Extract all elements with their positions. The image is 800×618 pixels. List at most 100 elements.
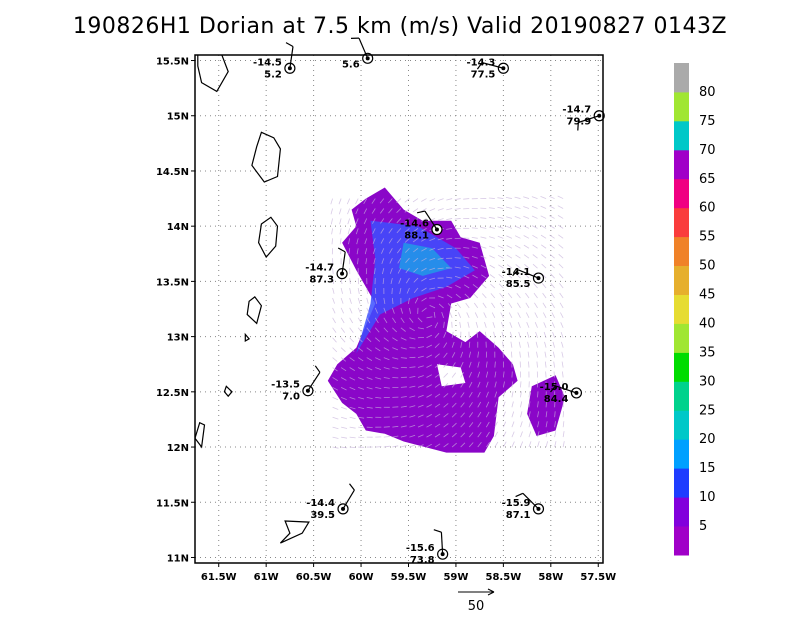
wind-vector	[409, 434, 416, 438]
wind-vector	[437, 257, 444, 260]
wind-vector	[534, 302, 538, 309]
wind-vector	[332, 278, 335, 285]
wind-vector	[544, 351, 547, 358]
wind-vector	[426, 443, 432, 448]
wind-vector	[493, 341, 496, 348]
wind-vector	[347, 218, 351, 225]
wind-vector	[414, 297, 419, 304]
wind-vector	[520, 411, 523, 418]
wind-vector	[412, 238, 419, 243]
y-tick-label: 14N	[167, 222, 189, 233]
y-axis-ticks: 15.5N 15N 14.5N 14N 13.5N 13N 12.5N 12N 11.5N 11N	[156, 57, 195, 564]
wind-vector	[349, 337, 355, 343]
wind-vector	[477, 371, 481, 378]
wind-vector	[417, 385, 424, 388]
wind-vector	[558, 253, 564, 259]
wind-vector	[451, 422, 457, 428]
wind-vector	[332, 416, 339, 420]
coastline	[279, 520, 310, 544]
wind-vector	[455, 293, 461, 299]
wind-vector	[523, 196, 530, 199]
colorbar-swatch	[674, 410, 689, 440]
wind-vector	[409, 317, 414, 323]
wind-vector	[349, 387, 356, 391]
wind-vector	[421, 257, 427, 262]
y-tick-label: 11.5N	[156, 498, 189, 509]
wind-vector	[383, 327, 389, 333]
wind-vector	[366, 416, 373, 419]
wind-vector	[417, 327, 424, 330]
wind-barb-staff	[578, 115, 600, 124]
wind-vector	[468, 412, 474, 418]
wind-vector	[357, 297, 361, 304]
y-tick-label: 15N	[167, 112, 189, 123]
wind-vector	[451, 331, 454, 338]
wind-vector	[550, 292, 555, 299]
wind-barb-staff	[517, 269, 539, 279]
wind-vector	[392, 327, 397, 333]
wind-vector	[330, 208, 333, 215]
wind-vector	[346, 198, 351, 205]
wind-vector	[472, 274, 478, 279]
wind-vector	[340, 406, 347, 410]
wind-vector	[338, 208, 342, 215]
wind-vector	[503, 441, 507, 448]
wind-swath	[327, 187, 565, 453]
wind-vector	[490, 283, 496, 289]
station-model: -14.779.9	[562, 105, 605, 131]
wind-vector	[473, 293, 479, 299]
wind-vector	[332, 446, 339, 449]
wind-vector	[528, 391, 531, 398]
wind-vector	[443, 403, 449, 408]
wind-vector	[468, 351, 471, 358]
wind-vector	[404, 238, 410, 243]
colorbar-label: 70	[699, 143, 716, 158]
wind-vector	[357, 317, 362, 324]
wind-barb-staff	[307, 371, 321, 392]
wind-vector	[426, 354, 433, 358]
wind-vector	[531, 196, 538, 199]
wind-vector	[375, 377, 382, 380]
wind-vector	[404, 228, 410, 233]
wind-vector	[451, 372, 457, 378]
x-axis-ticks: 61.5W 61W 60.5W 60W 59.5W 59W 58.5W 58W 57.5W	[201, 563, 616, 583]
wind-vector	[375, 337, 381, 342]
colorbar-swatch	[674, 439, 689, 469]
wind-vector	[332, 406, 339, 410]
colorbar-swatch	[674, 323, 689, 353]
wind-vector	[490, 293, 496, 299]
wind-vector	[562, 431, 565, 438]
wind-vector	[429, 198, 436, 202]
wind-vector	[500, 321, 504, 328]
wind-vector	[347, 208, 351, 215]
wind-vector	[400, 396, 407, 398]
wind-vector	[434, 373, 441, 378]
wind-vector	[477, 411, 482, 418]
wind-vector	[501, 331, 504, 338]
wind-vector	[460, 361, 464, 368]
wind-vector	[400, 347, 407, 350]
wind-vector	[374, 307, 378, 314]
station-model: -15.673.8	[406, 529, 449, 566]
wind-vector	[523, 244, 530, 249]
swath-gap	[437, 364, 466, 387]
wind-vector	[536, 351, 538, 358]
wind-vector	[497, 206, 504, 209]
wind-vector	[558, 263, 564, 269]
colorbar-label: 20	[699, 432, 716, 447]
wind-vector	[374, 297, 378, 304]
coastline	[195, 421, 206, 449]
wind-vector	[380, 238, 385, 244]
wind-vector	[492, 321, 496, 328]
wind-vector	[451, 412, 457, 418]
wind-vector	[421, 208, 427, 212]
wind-vector	[451, 382, 457, 388]
wind-vector	[340, 327, 346, 333]
wind-vector	[520, 421, 523, 428]
wind-vector	[441, 311, 444, 318]
wind-vector	[417, 346, 424, 349]
wind-barb-staff	[289, 46, 294, 69]
colorbar-label: 35	[699, 345, 716, 360]
wind-vector	[379, 208, 385, 214]
wind-vector	[509, 322, 513, 328]
